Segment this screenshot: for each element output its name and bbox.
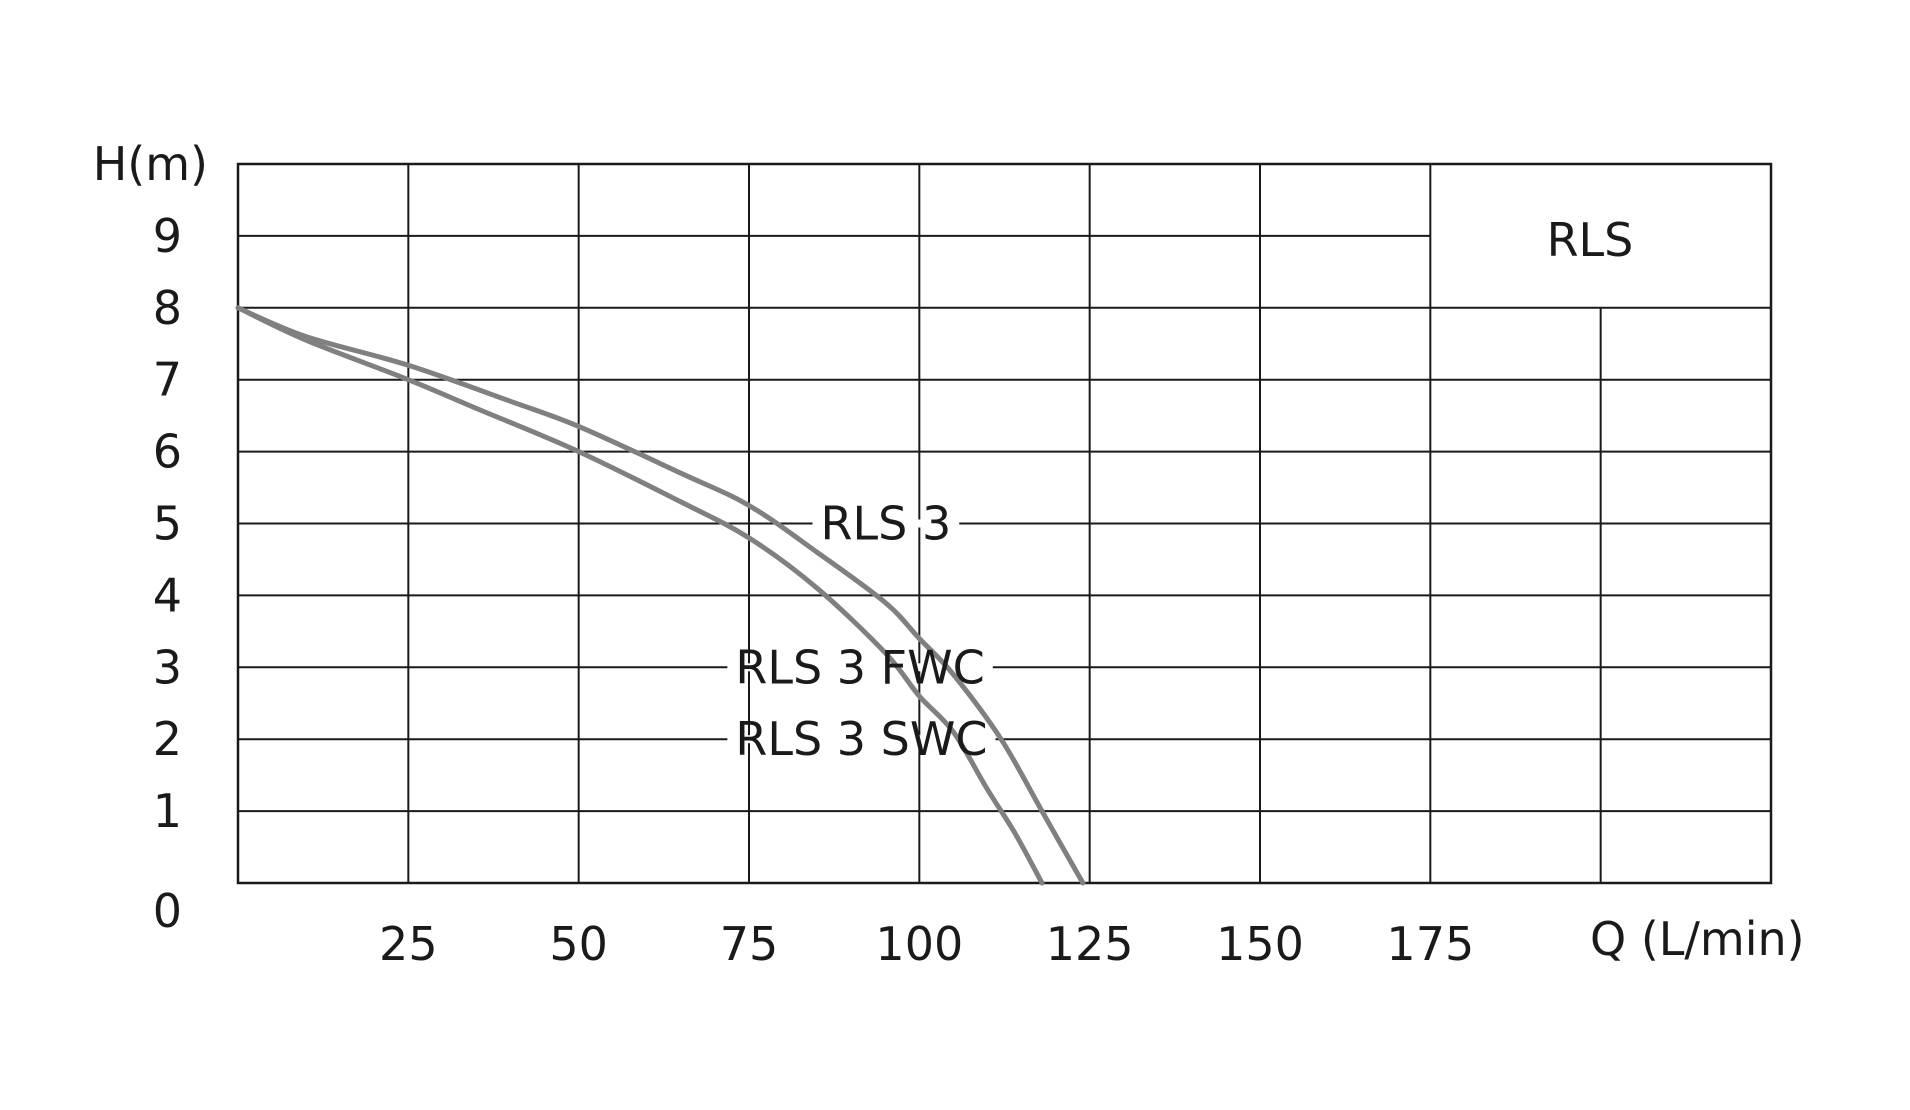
x-tick-label: 50 — [549, 917, 608, 971]
y-tick-label: 2 — [153, 712, 182, 766]
x-tick-label: 25 — [379, 917, 438, 971]
grid — [236, 162, 1773, 885]
y-tick-label: 8 — [153, 281, 182, 335]
label-background — [812, 519, 960, 528]
series-labels: RLS 3 RLS 3 FWC RLS 3 SWC — [735, 497, 987, 767]
x-axis-label: Q (L/min) — [1590, 912, 1805, 966]
x-tick-label: 125 — [1046, 917, 1134, 971]
x-tick-label: 75 — [720, 917, 779, 971]
y-tick-label: 5 — [153, 497, 182, 551]
label-backgrounds — [727, 519, 996, 744]
series-line — [235, 305, 1086, 886]
y-tick-label: 9 — [153, 209, 182, 263]
y-tick-label: 6 — [153, 425, 182, 479]
y-axis-label: H(m) — [93, 137, 208, 191]
x-tick-label: 150 — [1216, 917, 1304, 971]
series-label: RLS 3 — [821, 497, 952, 551]
y-tick-label: 4 — [153, 568, 182, 622]
label-background — [727, 663, 993, 672]
chart-title: RLS — [1547, 213, 1634, 267]
curves — [235, 305, 1086, 886]
series-label: RLS 3 SWC — [735, 712, 987, 766]
y-tick-label: 0 — [153, 884, 182, 938]
tick-labels: 25 50 75 100 125 150 175 0 1 2 3 4 5 6 7 8 9 — [153, 209, 1475, 971]
series-label: RLS 3 FWC — [735, 640, 984, 694]
x-tick-label: 175 — [1386, 917, 1474, 971]
y-tick-label: 1 — [153, 784, 182, 838]
y-tick-label: 7 — [153, 353, 182, 407]
series-line — [235, 305, 1045, 886]
y-tick-label: 3 — [153, 640, 182, 694]
x-tick-label: 100 — [875, 917, 963, 971]
label-background — [727, 735, 996, 744]
